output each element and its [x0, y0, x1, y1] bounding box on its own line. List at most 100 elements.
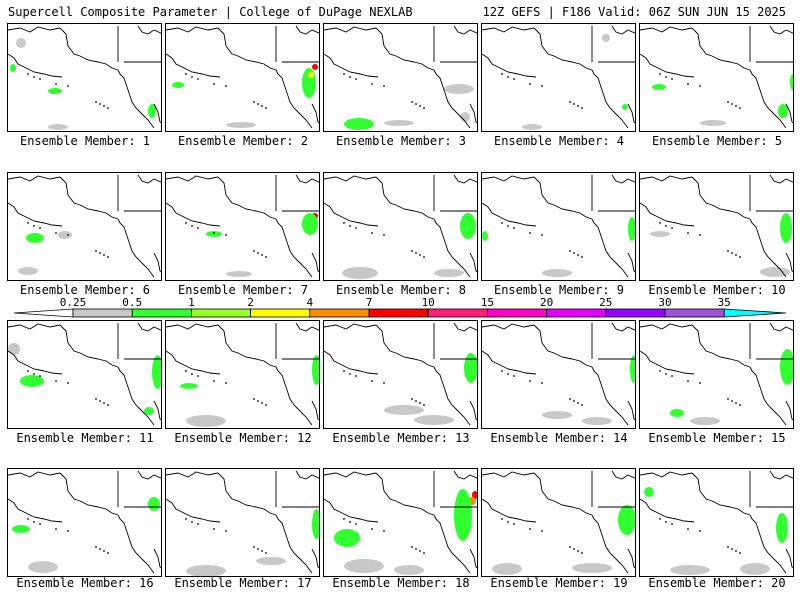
ensemble-member-map [481, 172, 636, 281]
coastline [375, 27, 435, 71]
colorbar-segment [427, 308, 488, 318]
island [415, 103, 417, 105]
island [197, 523, 199, 525]
parameter-shading [312, 355, 319, 385]
map-svg [166, 174, 319, 278]
island [213, 380, 215, 382]
ensemble-member-map [165, 320, 320, 429]
parameter-shading [460, 112, 470, 122]
parameter-shading [148, 497, 160, 511]
ensemble-member-map [165, 172, 320, 281]
ensemble-member-map [323, 23, 478, 132]
coastline [627, 400, 635, 421]
island [261, 402, 263, 404]
island [513, 523, 515, 525]
ensemble-member-map [639, 172, 794, 281]
island [225, 234, 227, 236]
island [99, 252, 101, 254]
island [501, 370, 503, 372]
island [213, 528, 215, 530]
island [659, 370, 661, 372]
member-label: Ensemble Member: 13 [332, 431, 470, 445]
coastline [691, 472, 751, 516]
colorbar-tick-label: 0.25 [60, 296, 87, 309]
coastline [166, 323, 219, 330]
island [27, 370, 29, 372]
coastline [166, 471, 219, 478]
colorbar-tick-label: 30 [658, 296, 671, 309]
member-label: Ensemble Member: 12 [174, 431, 312, 445]
island [185, 222, 187, 224]
island [95, 250, 97, 252]
coastline [785, 400, 793, 421]
island [253, 546, 255, 548]
island [731, 252, 733, 254]
parameter-shading [460, 213, 476, 239]
island [257, 252, 259, 254]
island [197, 227, 199, 229]
coastline [469, 103, 477, 124]
ensemble-member-map [7, 468, 162, 577]
colorbar-tick-label: 4 [306, 296, 313, 309]
colorbar-tick-label: 0.5 [122, 296, 142, 309]
coastline [295, 322, 319, 332]
coastline [8, 350, 63, 375]
island [577, 105, 579, 107]
island [103, 254, 105, 256]
coastline [640, 175, 693, 182]
island [569, 101, 571, 103]
island [671, 78, 673, 80]
island [573, 252, 575, 254]
parameter-shading [464, 353, 477, 383]
coastline [217, 324, 277, 368]
island [355, 227, 357, 229]
map-svg [482, 174, 635, 278]
parameter-shading [790, 74, 793, 90]
coastline [591, 366, 629, 426]
coastline [453, 25, 477, 35]
island [739, 107, 741, 109]
coastline [166, 53, 221, 78]
parameter-shading [8, 343, 20, 355]
parameter-shading [628, 217, 635, 241]
island [569, 398, 571, 400]
map-svg [482, 470, 635, 575]
member-label: Ensemble Member: 9 [493, 283, 625, 297]
island [665, 225, 667, 227]
island [415, 548, 417, 550]
coastline [375, 324, 435, 368]
coastline [453, 322, 477, 332]
island [99, 103, 101, 105]
island [665, 76, 667, 78]
coastline [749, 514, 787, 574]
island [27, 518, 29, 520]
parameter-shading [344, 559, 384, 573]
parameter-shading [776, 513, 788, 543]
island [419, 105, 421, 107]
coastline [295, 25, 319, 35]
coastline [433, 218, 471, 278]
colorbar-segment [72, 308, 133, 318]
island [355, 523, 357, 525]
island [355, 78, 357, 80]
parameter-shading [384, 120, 414, 126]
coastline [533, 176, 593, 220]
parameter-shading [700, 120, 726, 126]
island [371, 528, 373, 530]
coastline [217, 27, 277, 71]
ensemble-member-map [639, 23, 794, 132]
member-label: Ensemble Member: 14 [490, 431, 628, 445]
island [349, 76, 351, 78]
parameter-shading [644, 487, 654, 497]
island [411, 101, 413, 103]
parameter-shading [444, 84, 474, 94]
coastline [785, 252, 793, 273]
parameter-shading [482, 231, 488, 241]
island [371, 83, 373, 85]
coastline [166, 26, 219, 33]
coastline [785, 103, 793, 124]
member-label: Ensemble Member: 16 [16, 576, 154, 590]
parameter-shading [780, 349, 793, 385]
parameter-shading [344, 118, 374, 130]
